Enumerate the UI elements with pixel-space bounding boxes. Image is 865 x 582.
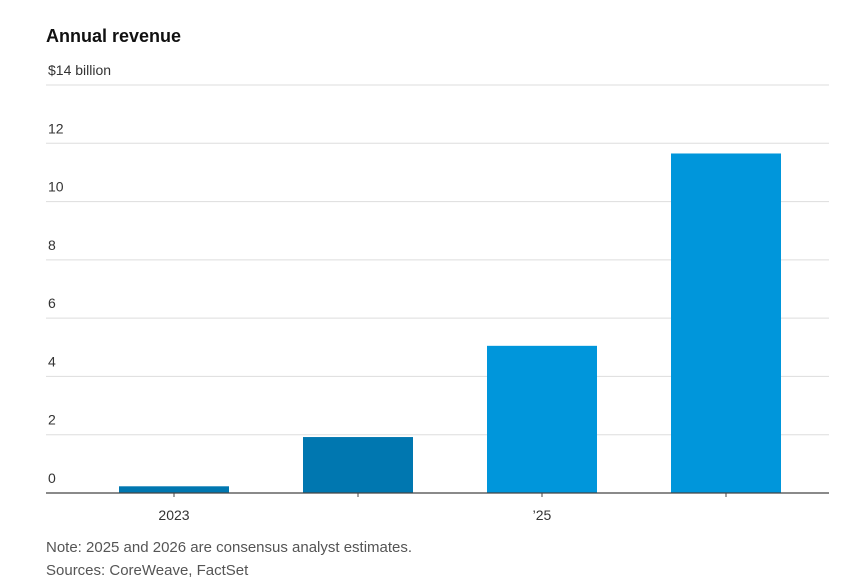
y-tick-label: 12 bbox=[48, 120, 64, 136]
y-tick-label: 0 bbox=[48, 470, 56, 486]
bar-2026 bbox=[671, 153, 781, 493]
y-tick-label: 8 bbox=[48, 237, 56, 253]
x-axis: 2023 ’25 bbox=[46, 492, 829, 523]
bars bbox=[119, 153, 781, 493]
bar-2024 bbox=[303, 437, 413, 493]
y-tick-label: 2 bbox=[48, 412, 56, 428]
x-tick-label: 2023 bbox=[158, 507, 189, 523]
y-tick-label: 10 bbox=[48, 179, 64, 195]
y-tick-label: 6 bbox=[48, 295, 56, 311]
y-tick-label: 4 bbox=[48, 353, 56, 369]
y-tick-label: $14 billion bbox=[48, 62, 111, 78]
bar-2025 bbox=[487, 345, 597, 493]
bar-2023 bbox=[119, 486, 229, 493]
y-axis-ticks: 0 2 4 6 8 10 12 $14 billion bbox=[48, 62, 111, 486]
chart-sources: Sources: CoreWeave, FactSet bbox=[46, 562, 249, 579]
x-tick-label: ’25 bbox=[533, 507, 552, 523]
chart-note: Note: 2025 and 2026 are consensus analys… bbox=[46, 539, 413, 556]
chart-title: Annual revenue bbox=[46, 26, 182, 46]
